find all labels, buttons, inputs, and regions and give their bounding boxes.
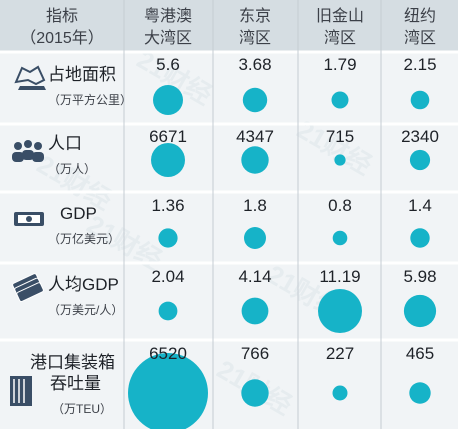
value-label: 2.15 (403, 55, 436, 74)
people-icon-head (14, 142, 22, 150)
row-label-line2: 吞吐量 (50, 374, 101, 393)
header-year-label: （2015年） (20, 29, 104, 47)
column-header-line1: 东京 (239, 7, 271, 25)
row-label: 占地面积 (48, 65, 116, 84)
value-bubble (409, 149, 431, 171)
column-header-line1: 旧金山 (316, 7, 364, 25)
value-bubble (331, 91, 349, 109)
row-label-line1: 港口集装箱 (30, 353, 115, 372)
value-bubble (318, 289, 362, 333)
value-label: 6671 (149, 127, 187, 146)
row-label: 人均GDP (48, 275, 119, 294)
value-label: 4347 (236, 127, 274, 146)
value-bubble (241, 146, 269, 174)
value-bubble (151, 143, 185, 177)
value-label: 1.36 (151, 196, 184, 215)
map-icon-outline (14, 65, 46, 86)
people-icon-head (34, 142, 42, 150)
map-icon-base (18, 86, 46, 90)
value-label: 465 (406, 344, 434, 363)
column-header-line1: 粤港澳 (144, 6, 192, 25)
container-icon (10, 376, 32, 406)
people-icon (12, 140, 44, 162)
value-bubble (410, 90, 430, 110)
value-label: 3.68 (238, 55, 271, 74)
value-label: 11.19 (319, 267, 360, 286)
column-header-line2: 湾区 (324, 29, 356, 47)
row-background (0, 124, 458, 192)
row-background (0, 52, 458, 124)
money-stack-icon-note (16, 282, 44, 302)
value-bubble (128, 353, 208, 429)
value-bubble (241, 297, 269, 325)
value-label: 5.6 (156, 55, 180, 74)
value-bubble (409, 382, 431, 404)
value-bubble (242, 87, 268, 113)
money-stack-icon (12, 273, 44, 302)
row-background (0, 340, 458, 429)
container-icon-box (10, 376, 32, 406)
value-label: 2.04 (151, 267, 184, 286)
row-unit-label: （万人） (48, 162, 96, 176)
header-metric-label: 指标 (46, 7, 78, 25)
value-label: 1.79 (323, 55, 356, 74)
value-bubble (334, 154, 346, 166)
row-background (0, 263, 458, 340)
row-unit-label: （万美元/人） (48, 303, 123, 317)
row-unit-label: （万TEU） (52, 402, 112, 416)
row-label: GDP (60, 204, 97, 223)
value-label: 5.98 (403, 267, 436, 286)
value-bubble (410, 228, 430, 248)
value-bubble (241, 379, 269, 407)
value-bubble (244, 227, 266, 249)
money-icon (14, 212, 44, 226)
people-icon-head (24, 140, 32, 148)
value-label: 0.8 (328, 196, 352, 215)
value-label: 1.8 (243, 196, 267, 215)
map-icon (14, 65, 46, 90)
column-header-line1: 纽约 (404, 7, 436, 25)
value-label: 1.4 (408, 196, 432, 215)
value-bubble (332, 230, 348, 246)
value-label: 2340 (401, 127, 439, 146)
value-label: 715 (326, 127, 354, 146)
header-background (0, 0, 458, 52)
column-header-line2: 大湾区 (144, 29, 192, 47)
row-label: 人口 (48, 134, 82, 153)
row-unit-label: （万亿美元） (48, 231, 120, 246)
people-icon-body (32, 152, 44, 162)
row-background (0, 192, 458, 263)
value-bubble (332, 385, 348, 401)
value-label: 4.14 (238, 267, 271, 286)
people-icon-body (22, 150, 34, 160)
money-icon-center (26, 216, 32, 222)
value-bubble (153, 85, 183, 115)
value-label: 227 (326, 344, 354, 363)
value-label: 6520 (149, 344, 187, 363)
value-label: 766 (241, 344, 269, 363)
value-bubble (158, 301, 178, 321)
column-header-line2: 湾区 (404, 29, 436, 47)
people-icon-body (12, 152, 24, 162)
value-bubble (158, 228, 178, 248)
value-bubble (403, 294, 437, 328)
column-header-line2: 湾区 (239, 29, 271, 47)
row-unit-label: （万平方公里） (48, 92, 132, 107)
